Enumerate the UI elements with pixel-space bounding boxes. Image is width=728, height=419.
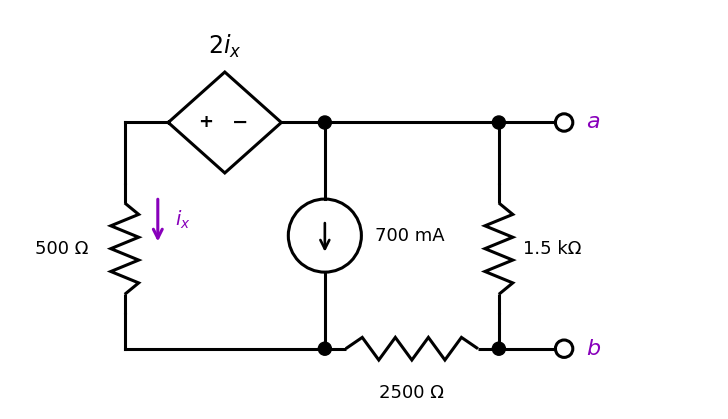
Circle shape (492, 342, 505, 355)
Circle shape (492, 116, 505, 129)
Text: $2i_x$: $2i_x$ (208, 33, 242, 60)
Circle shape (318, 116, 331, 129)
Text: $i_x$: $i_x$ (175, 209, 191, 231)
Text: $a$: $a$ (586, 111, 600, 134)
Circle shape (318, 342, 331, 355)
Text: −: − (232, 113, 249, 132)
Text: $b$: $b$ (586, 338, 601, 360)
Text: 700 mA: 700 mA (376, 227, 445, 245)
Text: 1.5 kΩ: 1.5 kΩ (523, 240, 582, 258)
Text: +: + (198, 114, 213, 132)
Text: 500 Ω: 500 Ω (36, 240, 89, 258)
Text: 2500 Ω: 2500 Ω (379, 383, 444, 401)
